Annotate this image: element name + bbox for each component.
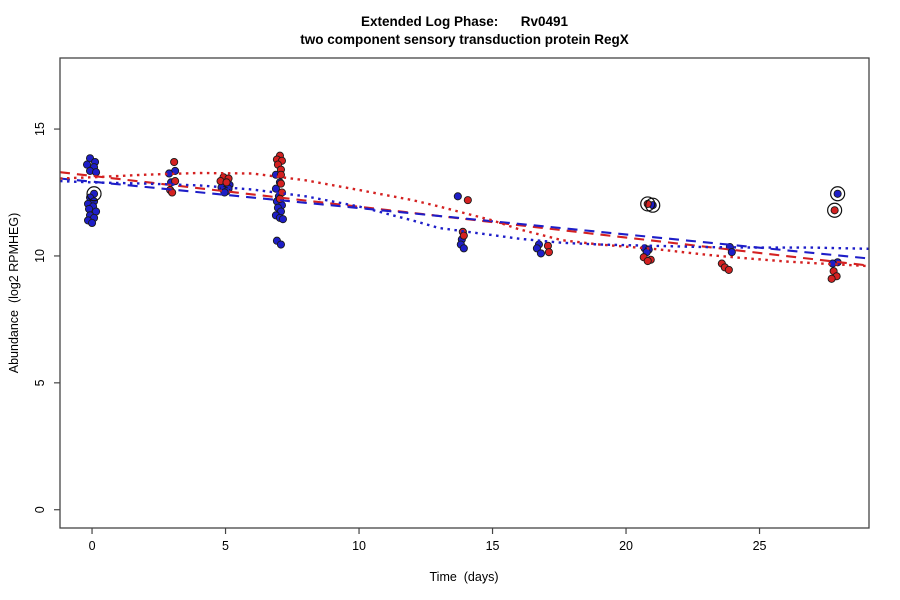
data-point — [168, 188, 177, 197]
chart-subtitle: two component sensory transduction prote… — [300, 32, 629, 47]
outlier-ring — [640, 196, 656, 212]
outlier-ring — [830, 186, 846, 202]
x-tick-label: 5 — [222, 539, 229, 553]
data-point — [727, 248, 736, 257]
data-point — [459, 231, 468, 240]
data-point — [171, 177, 180, 186]
data-point — [91, 168, 101, 177]
plot-box — [59, 57, 870, 529]
data-point — [271, 184, 280, 193]
axes-layer: 0 5 10 15 20 25 0 5 10 15 — [33, 57, 870, 553]
data-point — [170, 157, 179, 167]
data-point — [463, 196, 472, 205]
y-tick-label: 15 — [33, 122, 47, 136]
blue-smooth-fit-line — [59, 179, 870, 250]
data-point — [643, 256, 652, 266]
data-point — [643, 199, 652, 208]
x-tick-label: 10 — [352, 539, 366, 553]
data-point — [459, 244, 468, 253]
red-smooth-fit-line — [59, 171, 870, 268]
outlier-ring — [645, 197, 661, 213]
data-point — [830, 206, 839, 215]
x-axis-title: Time (days) — [430, 570, 499, 584]
data-point — [276, 179, 285, 188]
data-points-layer — [82, 151, 842, 283]
data-point — [544, 248, 553, 257]
data-point — [453, 192, 462, 201]
data-point — [276, 240, 285, 249]
fit-lines-layer — [59, 171, 870, 268]
outlier-ring — [827, 202, 843, 218]
data-point — [278, 215, 287, 224]
data-point — [827, 274, 836, 283]
data-point — [82, 160, 92, 169]
data-point — [536, 249, 545, 258]
y-tick-label: 0 — [33, 506, 47, 513]
y-axis-title: Abundance (log2 RPMHEG) — [7, 213, 21, 374]
data-point — [724, 265, 733, 274]
outlier-ring — [86, 186, 102, 202]
y-tick-label: 5 — [33, 379, 47, 386]
data-point — [833, 189, 842, 198]
x-tick-label: 0 — [89, 539, 96, 553]
chart-title: Extended Log Phase: Rv0491 — [360, 14, 569, 29]
data-point — [222, 178, 231, 187]
y-tick-label: 10 — [33, 249, 47, 263]
chart-titles: Extended Log Phase: Rv0491 two component… — [60, 13, 869, 49]
x-tick-label: 15 — [486, 539, 500, 553]
x-tick-label: 25 — [753, 539, 767, 553]
data-point — [220, 188, 229, 197]
x-tick-label: 20 — [619, 539, 633, 553]
outlier-rings-layer — [86, 186, 846, 218]
data-point — [87, 218, 97, 228]
